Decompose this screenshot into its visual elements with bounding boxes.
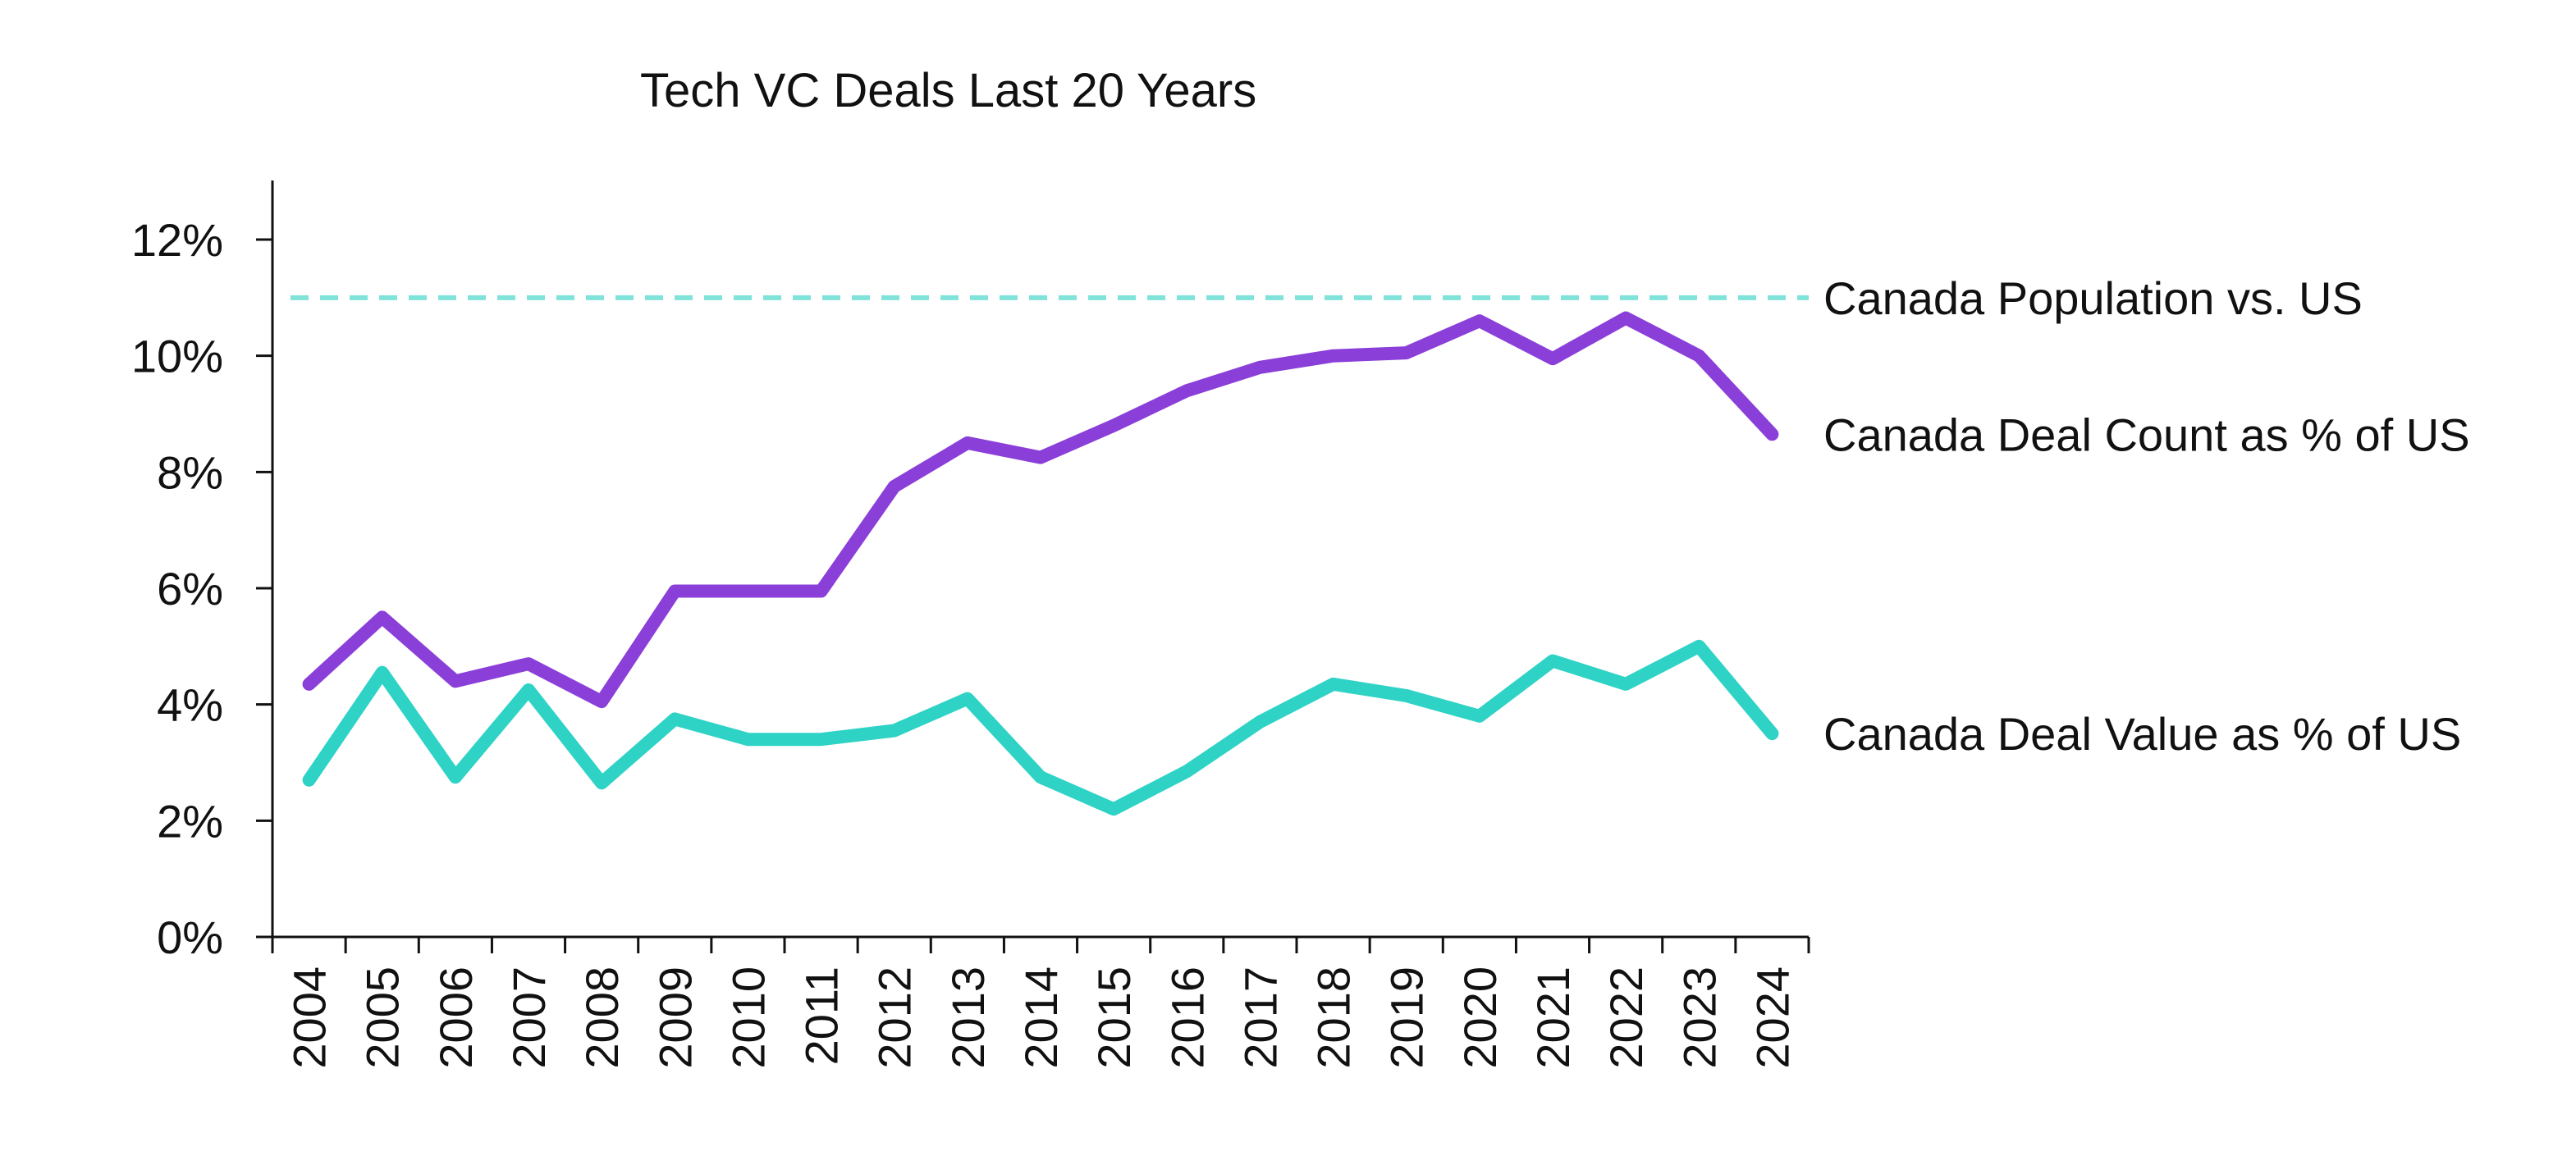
data-point (819, 738, 823, 742)
x-tick-label: 2013 (942, 966, 994, 1069)
x-tick-label: 2006 (430, 966, 482, 1069)
x-tick-label: 2005 (357, 966, 409, 1069)
data-point (1331, 354, 1335, 358)
data-point (1624, 682, 1628, 686)
data-point (1551, 659, 1554, 663)
x-tick-label: 2024 (1746, 966, 1798, 1069)
data-point (1039, 775, 1042, 779)
data-point (1404, 351, 1408, 355)
y-tick-label: 8% (157, 446, 223, 498)
x-tick-label: 2022 (1600, 966, 1652, 1069)
reference-line-label: Canada Population vs. US (1823, 272, 2363, 324)
data-point (1258, 365, 1262, 369)
y-tick-label: 12% (131, 214, 223, 266)
data-point (1770, 732, 1774, 736)
x-tick-label: 2007 (503, 966, 555, 1069)
x-tick-label: 2016 (1161, 966, 1213, 1069)
data-point (673, 589, 677, 593)
data-point (1551, 357, 1554, 361)
x-tick-label: 2008 (576, 966, 628, 1069)
y-tick-label: 2% (157, 795, 223, 847)
data-point (453, 679, 457, 683)
data-point (1404, 694, 1408, 698)
x-tick-label: 2017 (1234, 966, 1286, 1069)
x-tick-label: 2023 (1673, 966, 1725, 1069)
x-tick-label: 2021 (1527, 966, 1579, 1069)
data-point (307, 682, 311, 686)
data-point (600, 700, 604, 704)
data-point (1039, 455, 1042, 459)
data-point (673, 717, 677, 721)
y-tick-label: 6% (157, 563, 223, 614)
x-tick-label: 2004 (284, 966, 336, 1069)
x-tick-label: 2009 (649, 966, 701, 1069)
data-point (965, 697, 969, 701)
data-point (1112, 423, 1116, 427)
data-point (746, 589, 750, 593)
chart-title: Tech VC Deals Last 20 Years (640, 64, 1256, 117)
data-point (892, 729, 896, 733)
x-tick-label: 2020 (1454, 966, 1506, 1069)
series-lines (302, 311, 1779, 816)
series-line (302, 311, 1779, 709)
x-tick-label: 2015 (1088, 966, 1140, 1069)
y-tick-label: 10% (131, 331, 223, 382)
data-point (600, 781, 604, 785)
data-point (527, 688, 530, 692)
data-point (1697, 354, 1701, 358)
data-point (1112, 807, 1116, 811)
x-tick-label: 2014 (1015, 966, 1067, 1069)
data-point (892, 485, 896, 489)
x-tick-label: 2010 (722, 966, 774, 1069)
data-point (453, 775, 457, 779)
x-tick-label: 2011 (796, 966, 848, 1065)
data-point (1185, 389, 1189, 393)
series-label: Canada Deal Value as % of US (1823, 708, 2461, 760)
x-tick-label: 2012 (869, 966, 921, 1069)
data-point (527, 662, 530, 666)
data-point (1770, 432, 1774, 436)
y-tick-label: 0% (157, 911, 223, 963)
data-point (1477, 714, 1481, 718)
data-point (819, 589, 823, 593)
data-point (1185, 770, 1189, 774)
data-point (1331, 682, 1335, 686)
series-labels: Canada Population vs. US Canada Deal Coun… (1823, 272, 2470, 760)
data-point (1258, 720, 1262, 724)
x-tick-label: 2018 (1308, 966, 1360, 1069)
x-tick-label: 2019 (1381, 966, 1433, 1069)
data-point (746, 738, 750, 742)
data-point (965, 441, 969, 445)
data-point (380, 615, 384, 619)
data-point (1477, 319, 1481, 323)
series-label: Canada Deal Count as % of US (1823, 409, 2470, 460)
data-point (380, 670, 384, 674)
y-tick-label: 4% (157, 679, 223, 731)
data-point (307, 778, 311, 782)
data-point (1697, 644, 1701, 648)
data-point (1624, 316, 1628, 320)
axes: 0% 2% 4% 6% 8% 10% 12% 2004 2005 2006 2007 2008 2009… (131, 180, 1810, 1069)
